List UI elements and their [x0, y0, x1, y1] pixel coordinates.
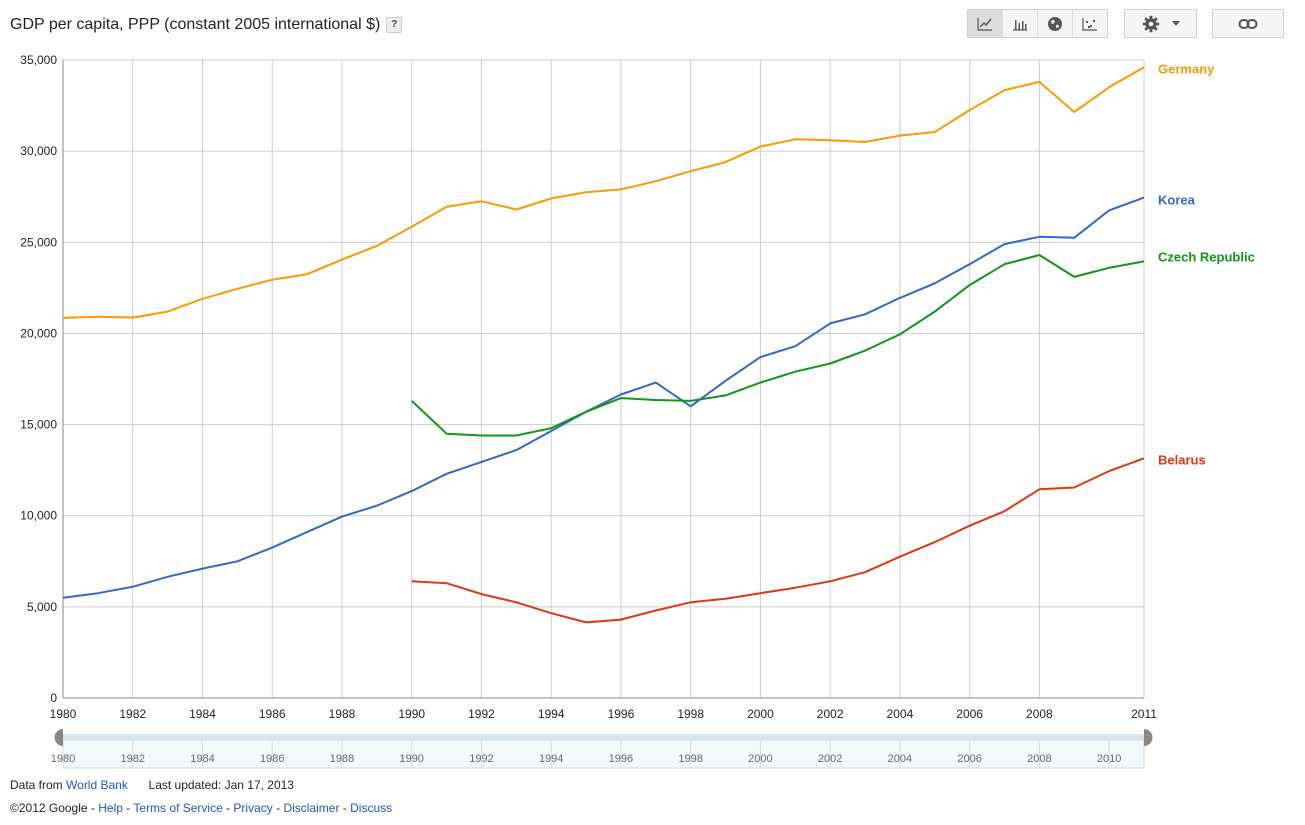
y-tick-label: 0 — [50, 691, 57, 705]
bar-chart-button[interactable] — [1002, 10, 1037, 37]
x-tick-label: 1980 — [50, 707, 77, 721]
data-from-label: Data from — [10, 778, 63, 792]
link-icon — [1238, 18, 1258, 29]
timeline-tick-label: 1982 — [120, 753, 144, 765]
x-tick-label: 2000 — [747, 707, 774, 721]
timeline-tick-label: 1994 — [539, 753, 563, 765]
share-link-button[interactable] — [1212, 9, 1284, 38]
series-label-korea[interactable]: Korea — [1158, 193, 1196, 208]
y-tick-label: 20,000 — [20, 326, 57, 340]
x-tick-label: 1992 — [468, 707, 495, 721]
x-tick-label: 1982 — [119, 707, 146, 721]
globe-map-icon — [1048, 16, 1062, 31]
chart-title: GDP per capita, PPP (constant 2005 inter… — [10, 16, 381, 33]
disclaimer-link[interactable]: Disclaimer — [283, 801, 340, 815]
series-line-belarus[interactable] — [411, 457, 1145, 624]
chevron-down-icon — [1171, 21, 1180, 26]
x-tick-label: 2011 — [1131, 707, 1157, 721]
chart-type-switcher — [967, 9, 1108, 38]
terms-link[interactable]: Terms of Service — [133, 801, 223, 815]
page-title: GDP per capita, PPP (constant 2005 inter… — [10, 16, 403, 34]
timeline-tick-label: 1988 — [330, 753, 354, 765]
timeline-tick-label: 1998 — [678, 753, 702, 765]
x-tick-label: 1988 — [329, 707, 356, 721]
privacy-link[interactable]: Privacy — [233, 801, 273, 815]
x-tick-label: 2002 — [817, 707, 844, 721]
x-tick-label: 1986 — [259, 707, 286, 721]
x-tick-label: 1998 — [677, 707, 704, 721]
chart-grid: 1980 1982 1984 1986 1988 1990 1992 1994 1996 1998… — [20, 53, 1157, 721]
timeline-tick-label: 1986 — [260, 753, 284, 765]
line-chart-button[interactable] — [968, 10, 1002, 37]
timeline-tick-label: 1984 — [190, 753, 214, 765]
timeline-tick-label: 1996 — [609, 753, 633, 765]
y-tick-label: 25,000 — [20, 235, 57, 249]
data-source-line: Data from World Bank Last updated: Jan 1… — [10, 778, 294, 792]
y-tick-label: 35,000 — [20, 53, 57, 67]
timeline-end-handle[interactable] — [1144, 729, 1153, 746]
x-tick-label: 2008 — [1026, 707, 1053, 721]
last-updated: Last updated: Jan 17, 2013 — [148, 778, 294, 792]
x-tick-label: 1996 — [608, 707, 635, 721]
settings-menu-button[interactable] — [1124, 9, 1197, 38]
bar-chart-icon — [1013, 19, 1027, 31]
line-chart-icon — [977, 17, 992, 31]
help-button[interactable]: ? — [386, 17, 403, 33]
scatter-plot-button[interactable] — [1072, 10, 1107, 37]
timeline-selection[interactable] — [63, 734, 1144, 741]
timeline-tick-label: 2010 — [1097, 753, 1121, 765]
series-line-korea[interactable] — [62, 196, 1145, 599]
series-label-czech-republic[interactable]: Czech Republic — [1158, 249, 1255, 264]
timeline-tick-label: 2004 — [888, 753, 912, 765]
chart-series: Germany Korea Czech Republic Belarus — [62, 61, 1255, 624]
gear-icon — [1142, 15, 1159, 32]
timeline-tick-label: 2002 — [818, 753, 842, 765]
y-tick-label: 30,000 — [20, 144, 57, 158]
timeline-tick-label: 1990 — [399, 753, 423, 765]
x-tick-label: 1990 — [398, 707, 425, 721]
world-bank-link[interactable]: World Bank — [66, 778, 128, 792]
discuss-link[interactable]: Discuss — [350, 801, 393, 815]
series-label-belarus[interactable]: Belarus — [1158, 452, 1206, 467]
y-tick-label: 15,000 — [20, 418, 57, 432]
timeline-start-handle[interactable] — [54, 729, 64, 746]
x-tick-label: 1984 — [189, 707, 216, 721]
series-line-germany[interactable] — [62, 66, 1145, 319]
help-link[interactable]: Help — [98, 801, 123, 815]
timeline-tick-label: 1980 — [51, 753, 75, 765]
x-tick-label: 2004 — [887, 707, 914, 721]
scatter-plot-icon — [1082, 17, 1097, 31]
copyright: ©2012 Google — [10, 801, 88, 815]
timeline-tick-label: 2000 — [748, 753, 772, 765]
y-tick-label: 5,000 — [27, 600, 57, 614]
timeline-slider[interactable]: 1980 1982 1984 1986 1988 1990 1992 1994 1996 1998… — [51, 729, 1153, 769]
timeline-tick-label: 2006 — [957, 753, 981, 765]
timeline-tick-label: 1992 — [469, 753, 493, 765]
timeline-tick-label: 2008 — [1027, 753, 1051, 765]
line-chart: 1980 1982 1984 1986 1988 1990 1992 1994 1996 1998… — [20, 53, 1255, 769]
x-tick-label: 1994 — [538, 707, 565, 721]
x-tick-label: 2006 — [956, 707, 983, 721]
footer-links: ©2012 Google - Help - Terms of Service -… — [10, 801, 393, 815]
series-label-germany[interactable]: Germany — [1158, 61, 1215, 76]
map-button[interactable] — [1037, 10, 1072, 37]
series-line-czech-republic[interactable] — [411, 254, 1145, 437]
y-tick-label: 10,000 — [20, 509, 57, 523]
